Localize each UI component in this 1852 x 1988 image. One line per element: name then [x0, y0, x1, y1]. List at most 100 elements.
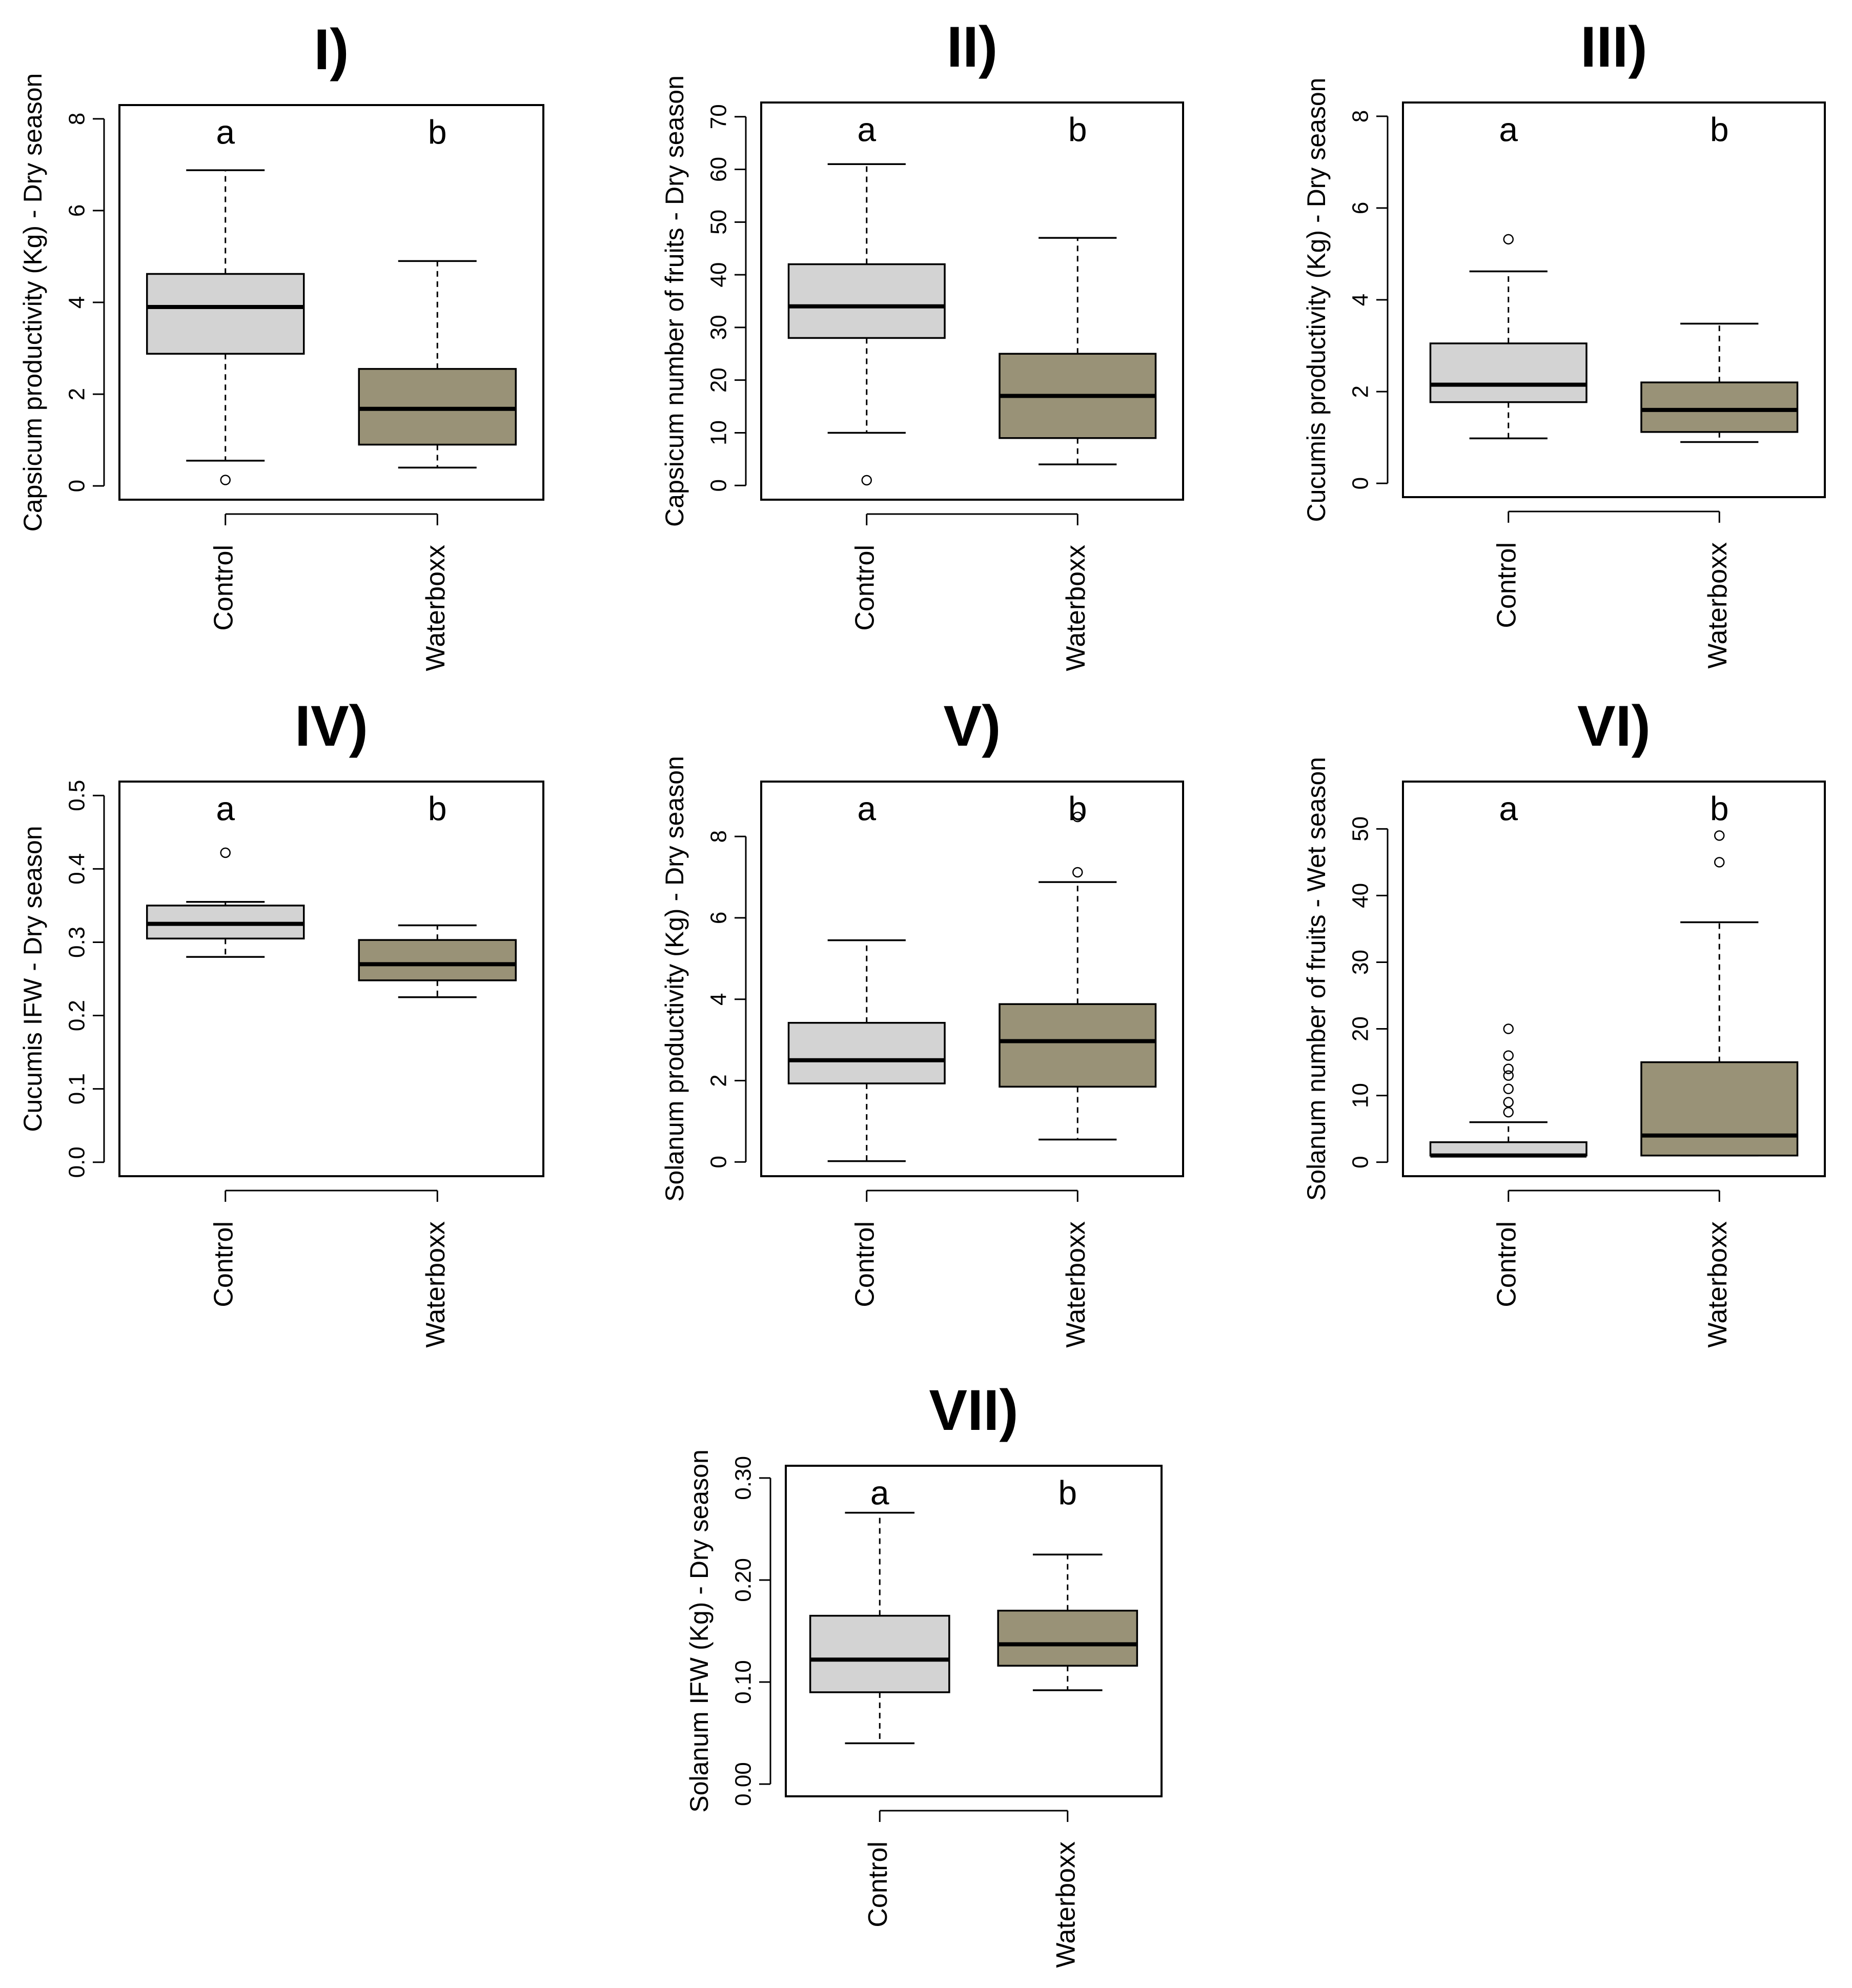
outlier-point	[1072, 867, 1083, 878]
panel-title: II)	[947, 15, 998, 79]
box-waterboxx: b	[999, 110, 1157, 465]
y-tick-label: 8	[706, 830, 731, 843]
y-tick-label: 0.10	[731, 1660, 756, 1704]
panel-title: I)	[314, 17, 349, 81]
category-label-control: Control	[209, 1221, 238, 1307]
outlier-point	[1503, 1050, 1514, 1061]
plot-frame	[760, 101, 1184, 501]
significance-letter: b	[1058, 1473, 1077, 1511]
y-tick-label: 0.30	[731, 1456, 756, 1500]
category-label-control: Control	[1492, 1221, 1521, 1307]
y-axis-label: Capsicum productivity (Kg) - Dry season	[18, 73, 47, 532]
significance-letter: b	[1068, 110, 1087, 148]
box-control: a	[146, 789, 305, 958]
panel-title: IV)	[295, 694, 368, 758]
panel-1: I) 0 2 4 6 8 Capsicum productivity (Kg) - Dry …	[18, 17, 544, 671]
plot-frame	[785, 1465, 1163, 1797]
category-label-control: Control	[850, 545, 880, 631]
significance-letter: b	[1068, 789, 1087, 827]
panel-5: V) 0 2 4 6 8 Solanum productivity (Kg) - Dry s…	[660, 694, 1184, 1348]
box-control: a	[1429, 110, 1588, 440]
y-tick-label: 0	[1348, 1156, 1373, 1168]
plot-frame	[760, 781, 1184, 1177]
iqr-box	[358, 368, 517, 446]
iqr-box	[1640, 1061, 1799, 1157]
iqr-box	[146, 273, 305, 355]
outlier-point	[220, 847, 231, 858]
iqr-box	[997, 1609, 1138, 1667]
y-tick-label: 10	[706, 420, 731, 445]
y-tick-label: 0	[65, 480, 90, 492]
y-tick-label: 8	[65, 113, 90, 125]
category-label-waterboxx: Waterboxx	[421, 545, 451, 671]
plot-frame	[1402, 781, 1826, 1177]
outlier-point	[1503, 1070, 1514, 1081]
y-tick-label: 4	[706, 993, 731, 1005]
y-tick-label: 0.2	[65, 1000, 90, 1031]
outlier-point	[1503, 1063, 1514, 1074]
box-control: a	[787, 110, 946, 486]
panel-7: VII) 0.00 0.10 0.20 0.30 Solanum IFW (Kg) - D…	[685, 1378, 1163, 1968]
iqr-box	[999, 1003, 1157, 1088]
category-label-control: Control	[850, 1221, 880, 1307]
panel-title: III)	[1580, 15, 1647, 79]
significance-letter: b	[1710, 789, 1729, 827]
iqr-box	[1429, 1141, 1588, 1157]
iqr-box	[1640, 381, 1799, 433]
y-tick-label: 0.0	[65, 1146, 90, 1178]
y-axis-label: Solanum productivity (Kg) - Dry season	[660, 756, 689, 1202]
y-tick-label: 8	[1348, 110, 1373, 122]
panel-6: VI) 0 10 20 30 40 50 Solanum number of fruits -…	[1302, 694, 1826, 1348]
box-control: a	[787, 789, 946, 1162]
significance-letter: b	[1710, 110, 1729, 148]
category-label-waterboxx: Waterboxx	[1703, 1221, 1733, 1348]
outlier-point	[220, 475, 231, 485]
y-tick-label: 0.20	[731, 1558, 756, 1602]
y-tick-label: 30	[1348, 950, 1373, 975]
y-tick-label: 4	[65, 296, 90, 309]
panel-title: VI)	[1577, 694, 1651, 758]
y-tick-label: 50	[1348, 816, 1373, 842]
y-tick-label: 40	[706, 262, 731, 288]
box-waterboxx: b	[999, 789, 1157, 1141]
y-tick-label: 4	[1348, 294, 1373, 306]
category-label-waterboxx: Waterboxx	[1051, 1841, 1081, 1968]
panel-4: IV) 0.0 0.1 0.2 0.3 0.4 0.5 Cucumis IFW - Dry s…	[18, 694, 544, 1348]
category-label-waterboxx: Waterboxx	[1061, 545, 1091, 671]
y-tick-label: 6	[65, 204, 90, 217]
category-label-control: Control	[1492, 542, 1521, 628]
plot-frame	[118, 781, 544, 1177]
outlier-point	[1714, 830, 1725, 841]
y-tick-label: 6	[1348, 202, 1373, 214]
y-tick-label: 0	[706, 479, 731, 491]
y-tick-label: 50	[706, 210, 731, 235]
category-label-waterboxx: Waterboxx	[1703, 542, 1733, 669]
y-axis-label: Solanum IFW (Kg) - Dry season	[685, 1449, 714, 1813]
iqr-box	[1429, 342, 1588, 403]
box-control: a	[809, 1473, 950, 1745]
iqr-box	[358, 939, 517, 981]
iqr-box	[787, 263, 946, 339]
y-tick-label: 0	[706, 1156, 731, 1168]
category-label-waterboxx: Waterboxx	[1061, 1221, 1091, 1348]
outlier-point	[1503, 234, 1514, 245]
y-tick-label: 6	[706, 912, 731, 924]
y-axis-label: Capsicum number of fruits - Dry season	[660, 75, 689, 527]
outlier-point	[1072, 811, 1083, 823]
iqr-box	[809, 1614, 950, 1693]
iqr-box	[787, 1021, 946, 1084]
y-tick-label: 2	[65, 388, 90, 400]
y-tick-label: 20	[1348, 1016, 1373, 1041]
box-waterboxx: b	[358, 113, 517, 469]
y-tick-label: 0	[1348, 477, 1373, 489]
outlier-point	[1503, 1097, 1514, 1108]
y-tick-label: 0.3	[65, 927, 90, 958]
panel-title: VII)	[929, 1378, 1018, 1442]
box-control: a	[146, 113, 305, 485]
box-control: a	[1429, 789, 1588, 1158]
y-tick-label: 60	[706, 157, 731, 182]
significance-letter: a	[857, 110, 876, 148]
category-label-control: Control	[209, 545, 238, 631]
y-tick-label: 0.4	[65, 853, 90, 885]
